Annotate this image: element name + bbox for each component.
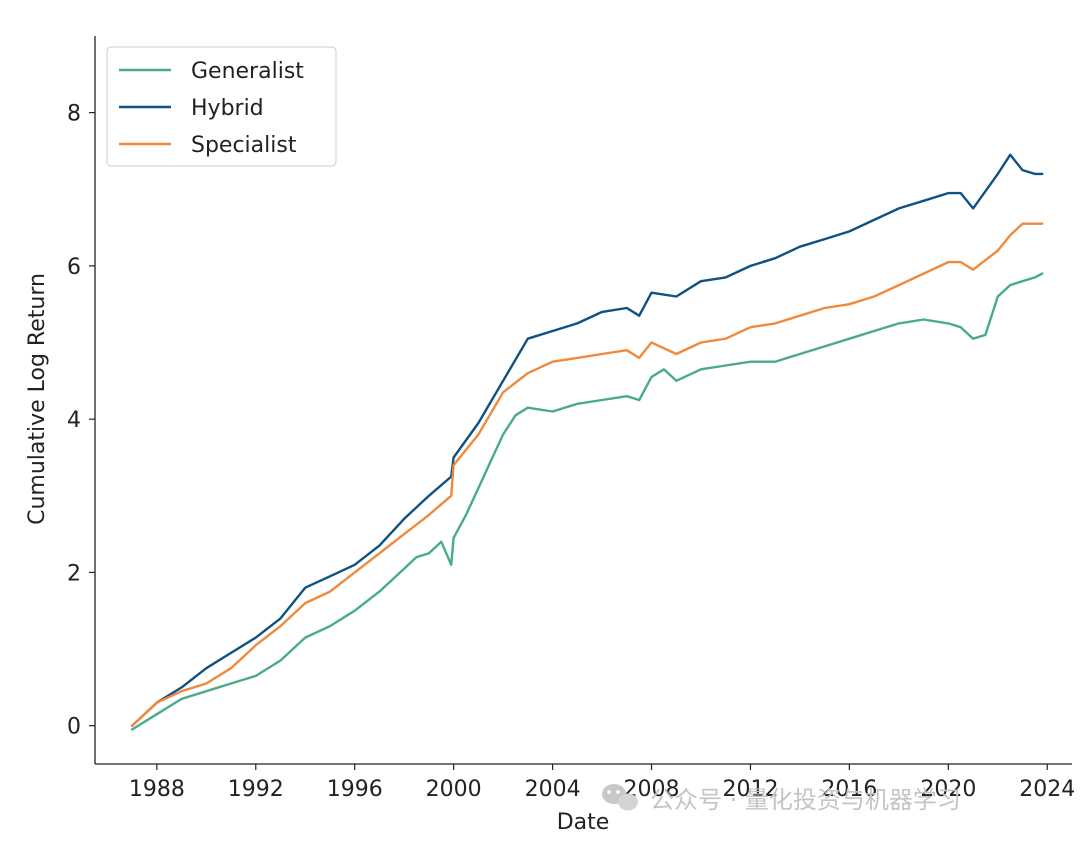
watermark: 公众号 · 量化投资与机器学习: [602, 784, 961, 814]
legend-label-generalist: Generalist: [191, 59, 304, 84]
ticks: 1988 1992 1996 2000 2004 2008 2012 2016 2020 2024…: [67, 102, 1075, 802]
legend-label-specialist: Specialist: [191, 133, 297, 158]
x-tick-label: 2000: [426, 777, 482, 802]
y-tick-label: 6: [67, 255, 81, 280]
series-line-hybrid: [130, 153, 1044, 727]
legend-box: [106, 46, 337, 167]
x-tick-label: 2024: [1019, 777, 1075, 802]
y-tick-label: 0: [67, 715, 81, 740]
x-axis-title: Date: [557, 810, 610, 835]
series-lines: [130, 153, 1044, 731]
y-axis-title: Cumulative Log Return: [25, 273, 50, 525]
y-tick-label: 8: [67, 102, 81, 127]
legend-label-hybrid: Hybrid: [191, 96, 264, 121]
y-tick-label: 2: [67, 561, 81, 586]
x-tick-label: 1988: [129, 777, 185, 802]
wechat-icon: [602, 784, 638, 811]
series-line-generalist: [130, 272, 1044, 731]
legend: Generalist Hybrid Specialist: [106, 46, 337, 167]
axes: [94, 36, 1072, 765]
y-tick-label: 4: [67, 408, 81, 433]
series-line-specialist: [130, 222, 1044, 727]
x-tick-label: 2012: [722, 777, 778, 802]
x-tick-label: 1992: [228, 777, 284, 802]
x-tick-label: 1996: [327, 777, 383, 802]
watermark-text: 公众号 · 量化投资与机器学习: [650, 786, 961, 814]
x-tick-label: 2020: [920, 777, 976, 802]
x-tick-label: 2016: [821, 777, 877, 802]
x-tick-label: 2004: [525, 777, 581, 802]
